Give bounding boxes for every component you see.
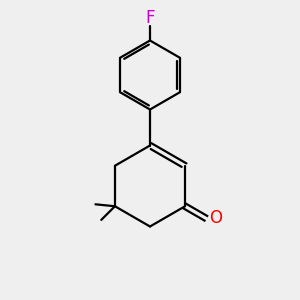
- Text: F: F: [145, 9, 155, 27]
- Text: O: O: [209, 209, 222, 227]
